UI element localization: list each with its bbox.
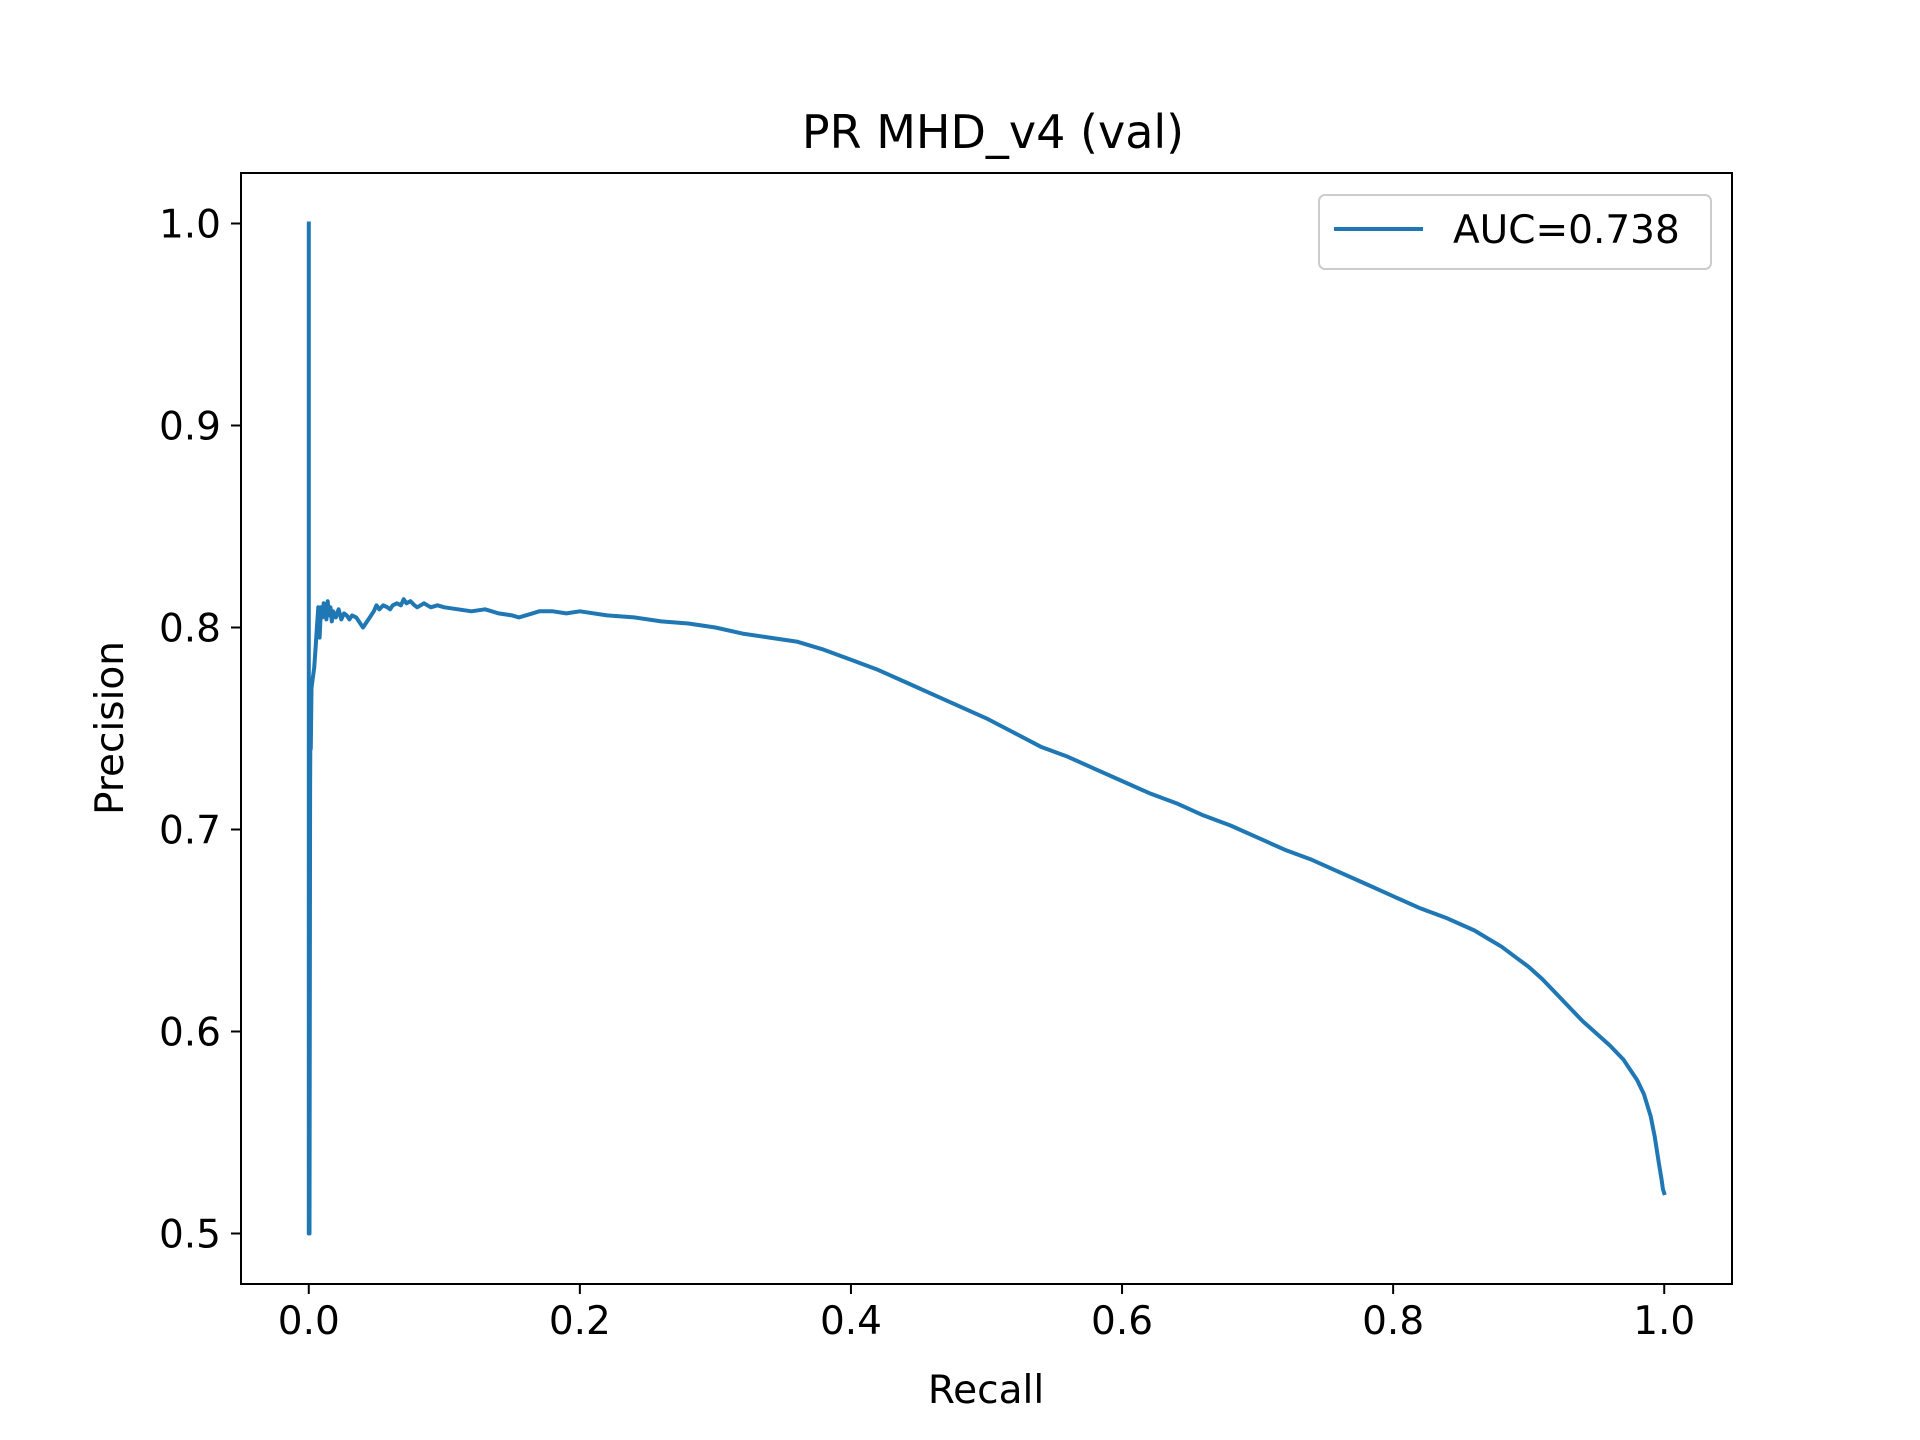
y-tick-label: 0.8 (159, 607, 221, 652)
legend-box (1318, 194, 1712, 270)
x-tick-label: 0.8 (1362, 1299, 1424, 1344)
y-tick-label: 0.9 (159, 405, 221, 450)
pr-curve-line (306, 221, 1667, 1236)
plot-area: 0.0 0.2 0.4 0.6 0.8 1.0 0.5 0.6 0.7 0.8 0.9 1.0 (159, 172, 1733, 1344)
x-tick-label: 0.6 (1091, 1299, 1153, 1344)
y-tick-label: 0.7 (159, 809, 221, 854)
x-tick-label: 0.2 (549, 1299, 611, 1344)
legend: AUC=0.738 (1318, 194, 1712, 270)
x-axis-label: Recall (928, 1368, 1044, 1413)
y-tick-label: 0.6 (159, 1011, 221, 1056)
series-layer (306, 221, 1667, 1236)
chart-title: PR MHD_v4 (val) (802, 105, 1184, 159)
legend-label: AUC=0.738 (1453, 208, 1680, 253)
x-tick-label: 1.0 (1633, 1299, 1695, 1344)
y-axis-label: Precision (88, 641, 133, 815)
y-tick-label: 1.0 (159, 203, 221, 248)
x-tick-label: 0.0 (278, 1299, 340, 1344)
x-axis-ticks: 0.0 0.2 0.4 0.6 0.8 1.0 (278, 1284, 1695, 1344)
axes-frame (240, 172, 1733, 1285)
y-axis-ticks: 0.5 0.6 0.7 0.8 0.9 1.0 (159, 203, 241, 1258)
x-tick-label: 0.4 (820, 1299, 882, 1344)
y-tick-label: 0.5 (159, 1213, 221, 1258)
